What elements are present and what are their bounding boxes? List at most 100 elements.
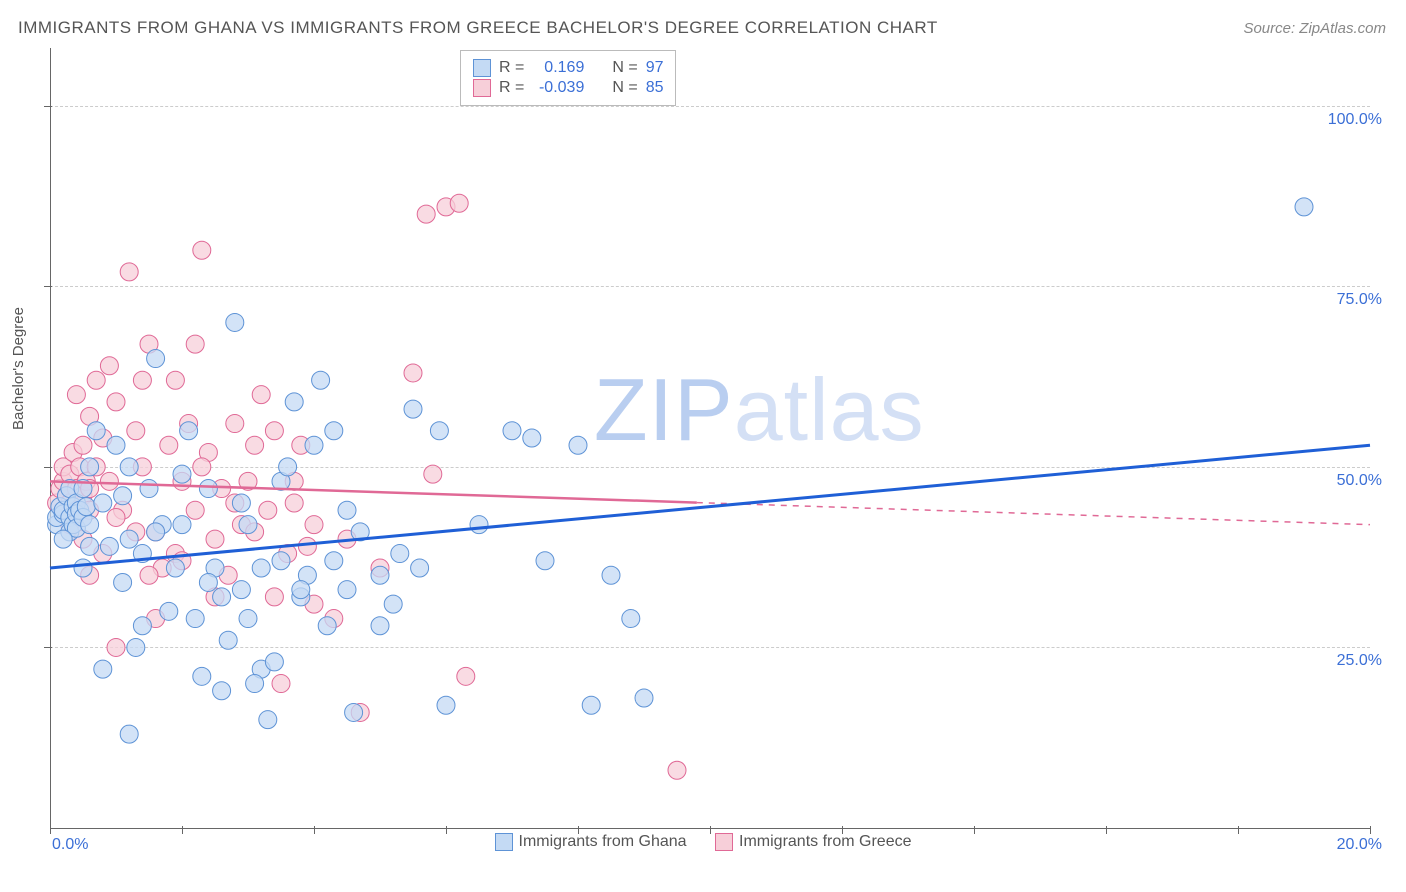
scatter-point [186,501,204,519]
legend-row-greece: R = -0.039 N = 85 [473,79,663,97]
r-value-greece: -0.039 [532,79,584,97]
scatter-point [173,465,191,483]
scatter-point [173,516,191,534]
swatch-ghana [495,833,513,851]
scatter-plot-svg [50,48,1370,828]
scatter-point [232,494,250,512]
scatter-point [305,516,323,534]
scatter-point [272,675,290,693]
chart-title: IMMIGRANTS FROM GHANA VS IMMIGRANTS FROM… [18,18,938,38]
scatter-point [206,530,224,548]
scatter-point [160,602,178,620]
scatter-point [140,480,158,498]
swatch-greece [473,79,491,97]
scatter-point [325,552,343,570]
scatter-point [160,436,178,454]
legend-label-greece: Immigrants from Greece [739,833,911,851]
swatch-ghana [473,59,491,77]
scatter-point [457,667,475,685]
legend-row-ghana: R = 0.169 N = 97 [473,59,663,77]
scatter-point [100,537,118,555]
scatter-point [199,573,217,591]
scatter-point [305,436,323,454]
source-attribution: Source: ZipAtlas.com [1243,20,1386,37]
scatter-point [193,241,211,259]
scatter-point [430,422,448,440]
scatter-point [107,393,125,411]
scatter-point [523,429,541,447]
scatter-point [226,313,244,331]
scatter-point [371,617,389,635]
scatter-point [127,422,145,440]
correlation-legend-box: R = 0.169 N = 97 R = -0.039 N = 85 [460,50,676,106]
scatter-point [147,350,165,368]
scatter-point [246,436,264,454]
scatter-point [232,581,250,599]
bottom-legend: Immigrants from Ghana Immigrants from Gr… [0,833,1406,856]
scatter-point [404,364,422,382]
n-label: N = [612,79,637,97]
scatter-point [391,545,409,563]
scatter-point [193,458,211,476]
scatter-point [120,263,138,281]
scatter-point [252,386,270,404]
scatter-point [279,458,297,476]
scatter-point [193,667,211,685]
scatter-point [133,371,151,389]
scatter-point [166,559,184,577]
scatter-point [338,581,356,599]
scatter-point [384,595,402,613]
r-label: R = [499,79,524,97]
scatter-point [74,436,92,454]
scatter-point [424,465,442,483]
scatter-point [94,494,112,512]
scatter-point [100,472,118,490]
scatter-point [338,501,356,519]
scatter-point [259,711,277,729]
scatter-point [265,653,283,671]
legend-item-greece: Immigrants from Greece [715,833,911,851]
scatter-point [87,371,105,389]
scatter-point [120,458,138,476]
scatter-point [114,573,132,591]
scatter-point [450,194,468,212]
scatter-point [470,516,488,534]
scatter-point [213,588,231,606]
legend-label-ghana: Immigrants from Ghana [519,833,687,851]
scatter-point [166,371,184,389]
scatter-point [107,638,125,656]
swatch-greece [715,833,733,851]
scatter-point [77,498,95,516]
scatter-point [114,487,132,505]
scatter-point [120,530,138,548]
scatter-point [239,516,257,534]
scatter-point [635,689,653,707]
scatter-point [325,422,343,440]
scatter-point [318,617,336,635]
scatter-point [602,566,620,584]
scatter-point [67,386,85,404]
scatter-point [81,458,99,476]
scatter-point [437,696,455,714]
scatter-point [1295,198,1313,216]
scatter-point [345,703,363,721]
scatter-point [186,610,204,628]
scatter-point [622,610,640,628]
scatter-point [107,436,125,454]
n-value-greece: 85 [646,79,664,97]
scatter-point [252,559,270,577]
scatter-point [199,480,217,498]
r-label: R = [499,59,524,77]
scatter-point [81,516,99,534]
scatter-point [74,559,92,577]
scatter-point [404,400,422,418]
scatter-point [226,415,244,433]
scatter-point [285,393,303,411]
scatter-point [503,422,521,440]
scatter-point [219,631,237,649]
scatter-point [417,205,435,223]
scatter-point [668,761,686,779]
scatter-point [411,559,429,577]
scatter-point [133,617,151,635]
scatter-point [94,660,112,678]
